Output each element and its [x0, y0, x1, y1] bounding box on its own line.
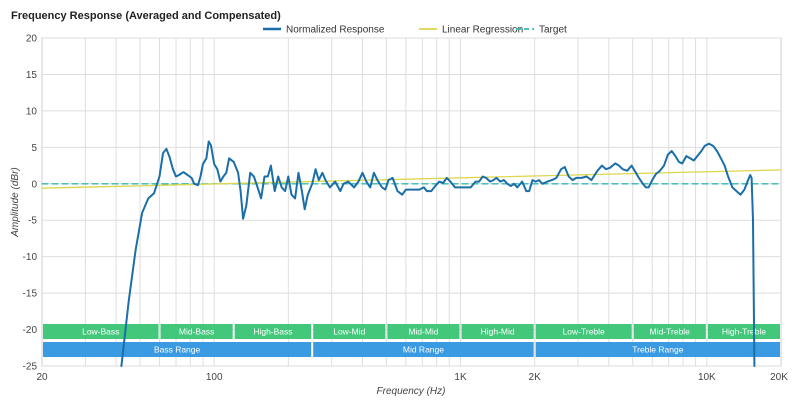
x-tick-label: 2K: [529, 372, 542, 383]
band-high-treble: High-Treble: [707, 324, 780, 339]
band-rect: [535, 342, 780, 357]
x-tick-label: 20: [36, 372, 48, 383]
band-mid-treble: Mid-Treble: [633, 324, 706, 339]
band-label: Mid-Mid: [408, 327, 438, 337]
y-tick-label: 20: [26, 34, 38, 45]
y-tick-label: -10: [23, 252, 38, 263]
band-mid-mid: Mid-Mid: [387, 324, 460, 339]
x-axis-label: Frequency (Hz): [377, 386, 446, 397]
band-low-mid: Low-Mid: [313, 324, 386, 339]
band-label: Mid-Bass: [179, 327, 214, 337]
band-label: Low-Mid: [333, 327, 365, 337]
band-rect: [633, 324, 706, 339]
band-label: Mid-Treble: [650, 327, 691, 337]
y-axis-label: Amplitude (dBr): [10, 167, 21, 237]
band-low-treble: Low-Treble: [535, 324, 632, 339]
band-mid-range: Mid Range: [313, 342, 534, 357]
x-tick-label: 1K: [454, 372, 467, 383]
y-tick-label: 0: [31, 179, 37, 190]
series-normalized-response-line: [120, 140, 756, 367]
y-tick-label: 10: [26, 106, 38, 117]
y-axis-ticks: 20 15 10 5 0 -5 -10 -15 -20 -25: [23, 34, 38, 373]
y-tick-label: -25: [23, 362, 38, 373]
band-bass-range: Bass Range: [43, 342, 312, 357]
legend-label: Normalized Response: [286, 25, 385, 36]
x-tick-label: 10K: [698, 372, 716, 383]
band-rect: [43, 342, 312, 357]
band-label: Low-Treble: [563, 327, 605, 337]
legend-label: Target: [539, 25, 567, 36]
band-rect: [461, 324, 534, 339]
band-label: Mid Range: [403, 345, 444, 355]
plot-area: Low-Bass Mid-Bass High-Bass Low-Mid Mid-Mid H…: [41, 37, 782, 367]
y-tick-label: -20: [23, 325, 38, 336]
band-mid-bass: Mid-Bass: [160, 324, 233, 339]
band-label: Low-Bass: [82, 327, 119, 337]
x-tick-label: 20K: [770, 372, 788, 383]
band-label: Bass Range: [154, 345, 201, 355]
series-lines: [41, 140, 782, 367]
band-low-bass: Low-Bass: [43, 324, 159, 339]
y-tick-label: 5: [31, 143, 37, 154]
band-label: High-Treble: [722, 327, 766, 337]
legend-item-linear-regression: Linear Regression: [419, 25, 523, 36]
chart-title: Frequency Response (Averaged and Compens…: [11, 10, 281, 22]
band-rect: [234, 324, 312, 339]
band-rect: [160, 324, 233, 339]
band-rect: [313, 324, 386, 339]
band-rect: [707, 324, 780, 339]
band-high-mid: High-Mid: [461, 324, 534, 339]
x-tick-label: 100: [206, 372, 223, 383]
y-tick-label: -15: [23, 289, 38, 300]
chart-legend: Normalized Response Linear Regression Targ…: [263, 25, 567, 36]
legend-label: Linear Regression: [442, 25, 523, 36]
y-tick-label: -5: [28, 216, 37, 227]
band-rect: [43, 324, 159, 339]
y-tick-label: 15: [26, 70, 38, 81]
band-label: High-Mid: [481, 327, 515, 337]
band-treble-range: Treble Range: [535, 342, 780, 357]
x-axis-ticks: 20 100 1K 2K 10K 20K: [36, 372, 788, 383]
band-rect: [535, 324, 632, 339]
frequency-bands: Low-Bass Mid-Bass High-Bass Low-Mid Mid-Mid H…: [43, 324, 780, 357]
band-rect: [313, 342, 534, 357]
band-high-bass: High-Bass: [234, 324, 312, 339]
band-label: High-Bass: [253, 327, 292, 337]
legend-item-normalized-response: Normalized Response: [263, 25, 385, 36]
legend-item-target: Target: [516, 25, 567, 36]
plot-background: [41, 37, 782, 367]
band-label: Treble Range: [632, 345, 683, 355]
band-rect: [387, 324, 460, 339]
